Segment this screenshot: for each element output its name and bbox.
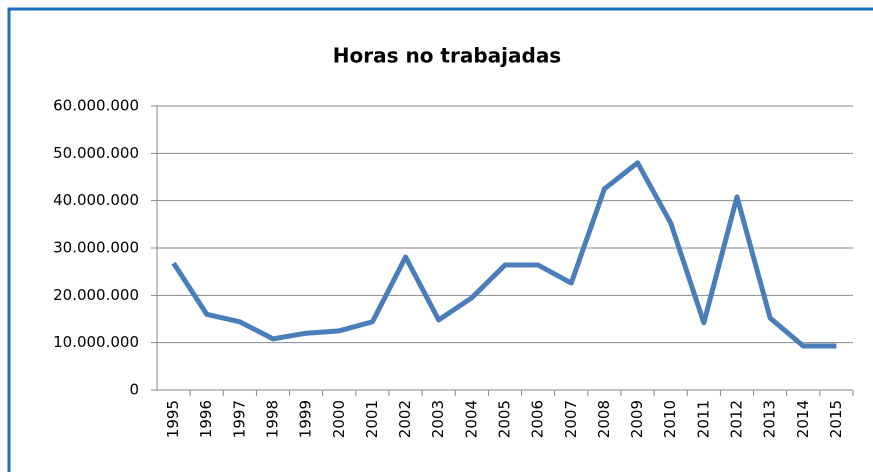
x-tick-label: 1997 xyxy=(230,400,248,438)
x-tick-label: 2000 xyxy=(330,400,348,438)
x-tick-label: 1995 xyxy=(164,400,182,438)
x-tick-label: 2005 xyxy=(496,400,514,438)
x-tick-label: 2014 xyxy=(794,400,812,438)
x-tick-label: 1996 xyxy=(197,400,215,438)
x-tick-label: 2003 xyxy=(429,400,447,438)
x-tick-label: 2015 xyxy=(827,400,845,438)
x-tick-label: 2010 xyxy=(661,400,679,438)
x-tick-label: 2001 xyxy=(363,400,381,438)
chart-title: Horas no trabajadas xyxy=(333,44,561,68)
y-tick-label: 40.000.000 xyxy=(53,191,139,209)
y-tick-label: 10.000.000 xyxy=(53,333,139,351)
y-tick-label: 30.000.000 xyxy=(53,239,139,257)
x-tick-label: 2009 xyxy=(628,400,646,438)
x-tick-label: 2004 xyxy=(462,400,480,438)
y-tick-label: 60.000.000 xyxy=(53,97,139,115)
x-tick-label: 2002 xyxy=(396,400,414,438)
x-tick-label: 2011 xyxy=(694,400,712,438)
frame xyxy=(7,7,873,472)
x-tick-label: 2013 xyxy=(761,400,779,438)
x-tick-label: 2008 xyxy=(595,400,613,438)
x-tick-label: 2012 xyxy=(728,400,746,438)
x-tick-label: 2007 xyxy=(562,400,580,438)
x-tick-label: 1999 xyxy=(297,400,315,438)
y-tick-label: 0 xyxy=(129,381,139,399)
x-tick-label: 2006 xyxy=(529,400,547,438)
line xyxy=(171,160,837,349)
y-tick-label: 20.000.000 xyxy=(53,286,139,304)
y-tick-label: 50.000.000 xyxy=(53,144,139,162)
x-tick-label: 1998 xyxy=(264,400,282,438)
